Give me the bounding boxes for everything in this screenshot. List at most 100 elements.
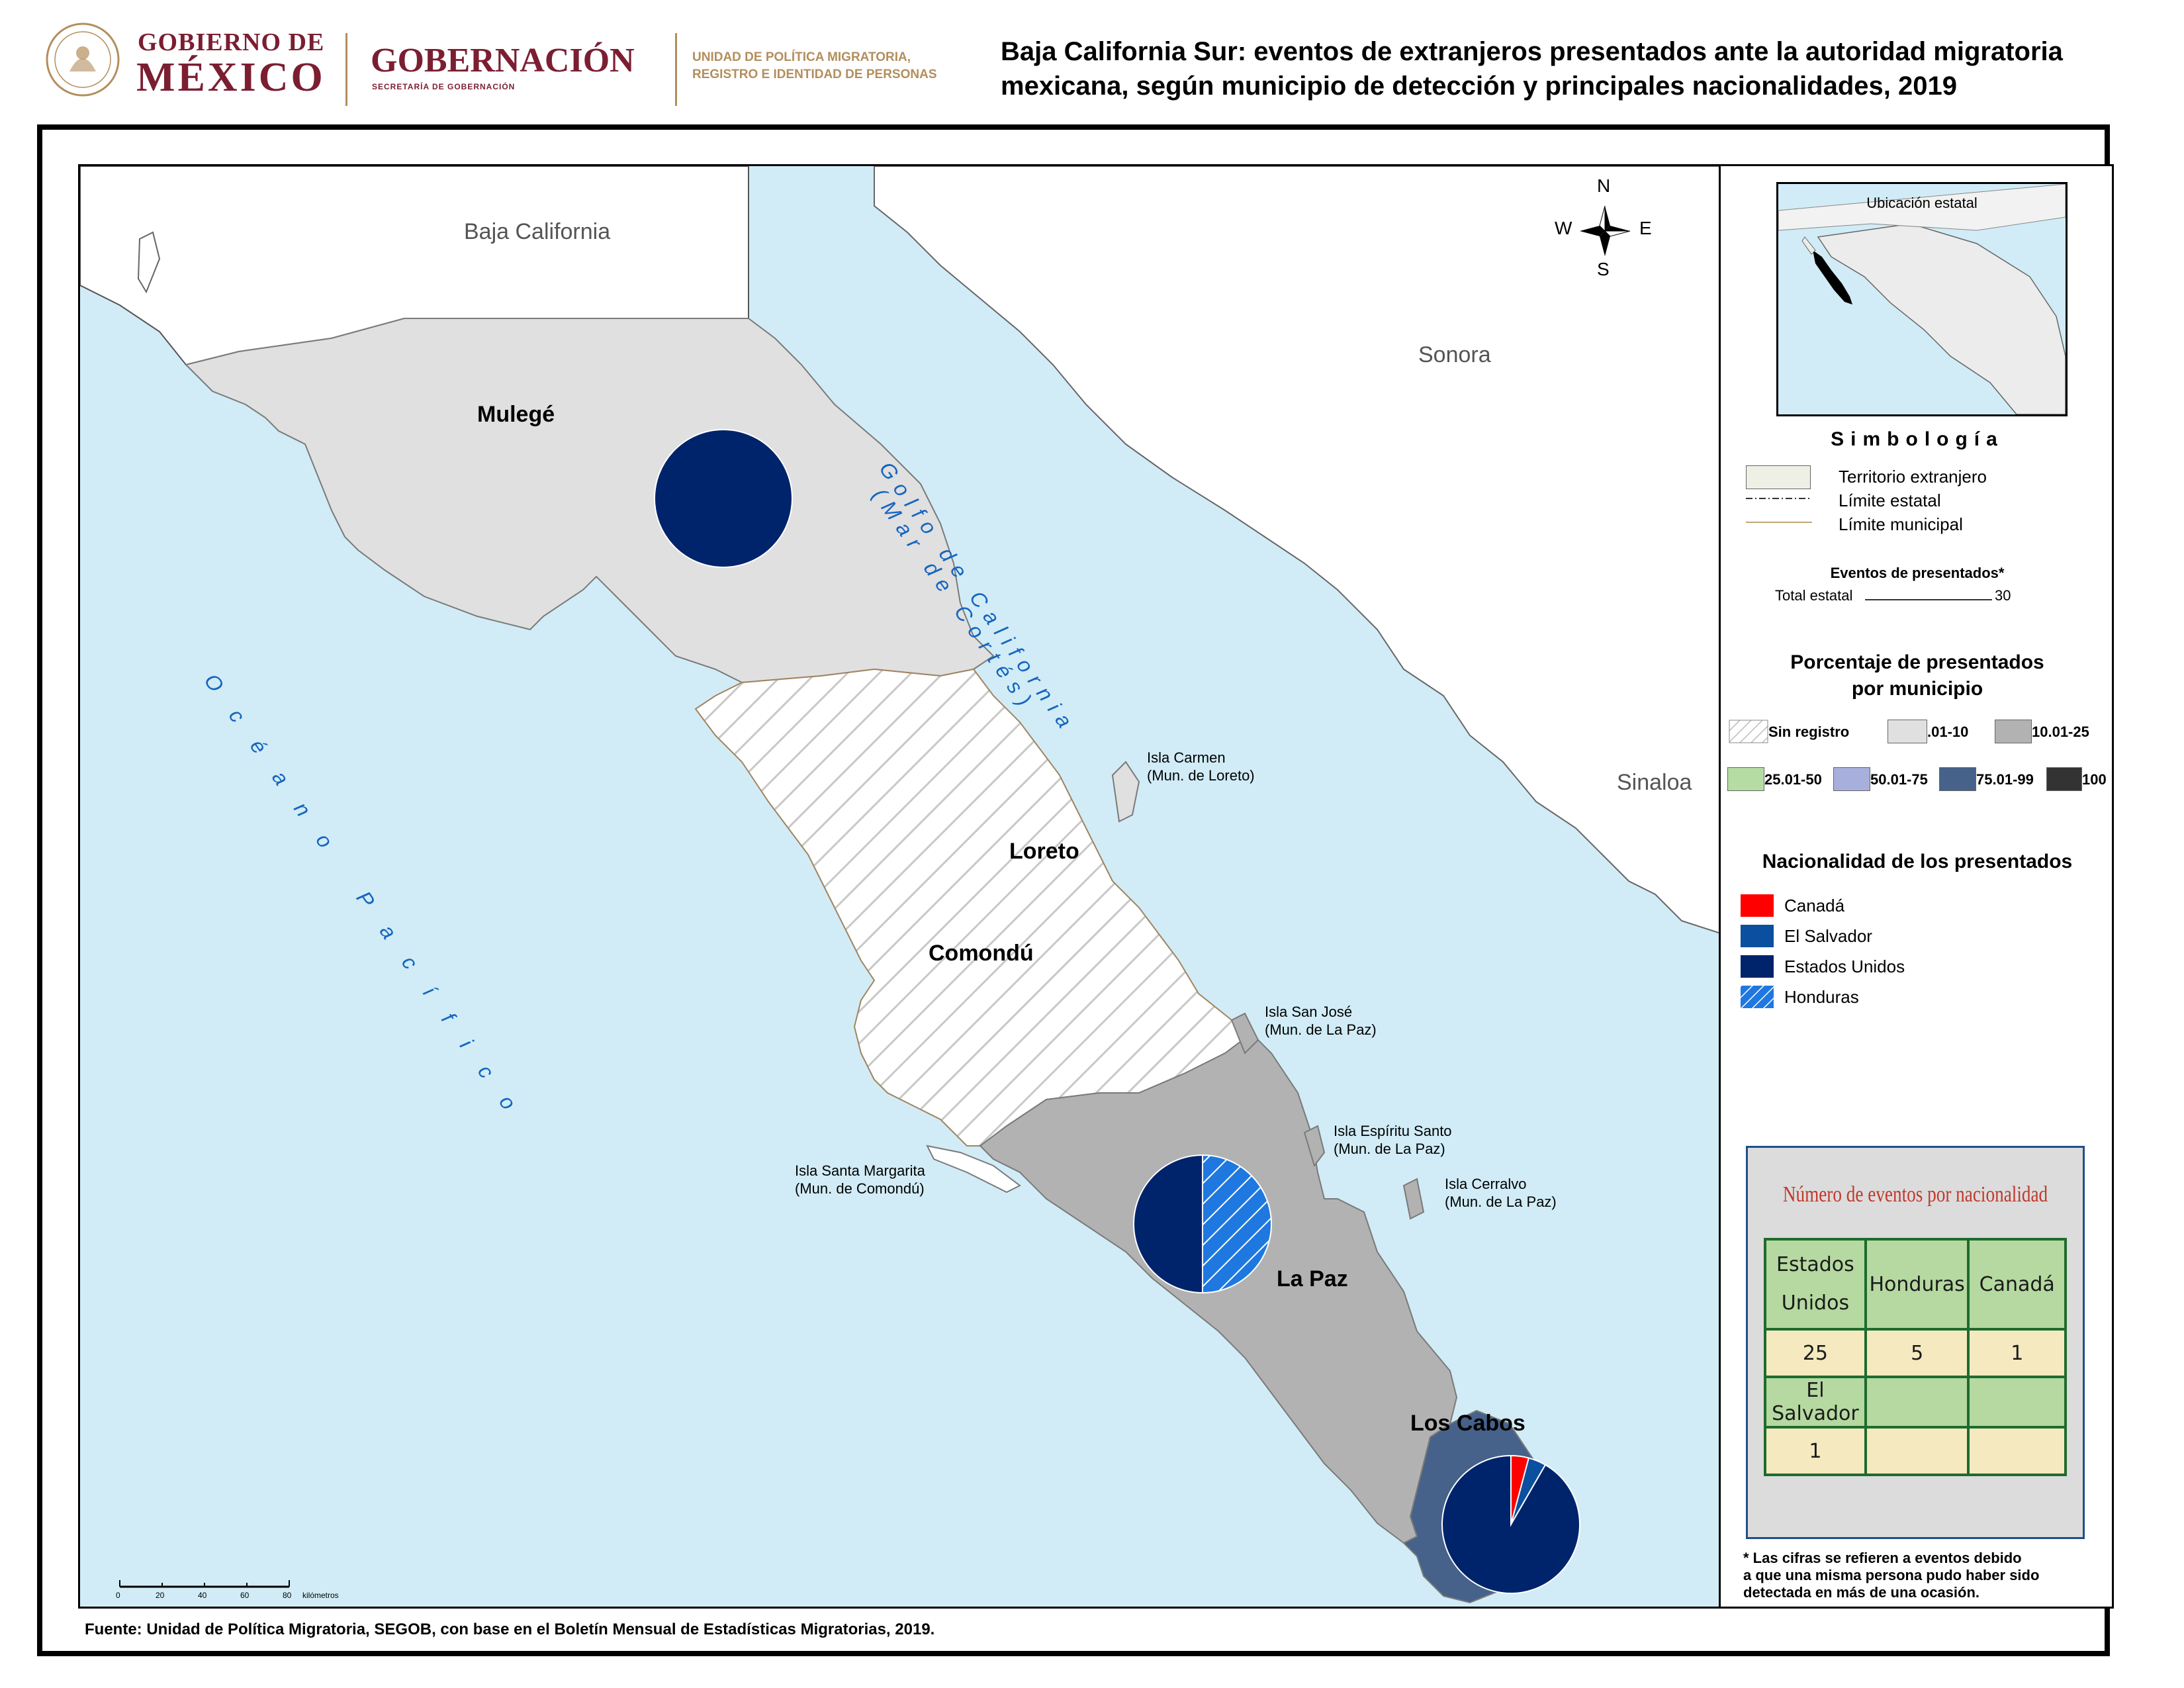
table-empty-cell	[1864, 1376, 1970, 1429]
mun-label-la-paz: La Paz	[1277, 1266, 1348, 1291]
title-line2: mexicana, según municipio de detección y…	[1001, 71, 1957, 101]
pie-chart-los-cabos	[1441, 1454, 1580, 1594]
bcs-highlight	[1813, 250, 1852, 305]
title-line1: Baja California Sur: eventos de extranje…	[1001, 37, 2063, 66]
swatch-honduras	[1741, 986, 1774, 1008]
table-empty-cell	[1967, 1426, 2067, 1476]
state-label-baja-california: Baja California	[464, 219, 611, 244]
total-value: 30	[1995, 587, 2011, 604]
inset-title: Ubicación estatal	[1866, 195, 1978, 211]
scale-tick-40: 40	[198, 1591, 207, 1600]
source-note: Fuente: Unidad de Política Migratoria, S…	[85, 1620, 935, 1638]
gob-line1: GOBIERNO DE	[138, 28, 325, 56]
class-label-75-99: 75.01-99	[1976, 771, 2034, 788]
class-label-01-10: .01-10	[1927, 724, 1969, 740]
island-label-cerralvo: Isla Cerralvo (Mun. de La Paz)	[1445, 1175, 1557, 1211]
total-line	[1865, 599, 1992, 600]
porcentaje-line2: por municipio	[1851, 678, 1983, 700]
isla-santa-margarita-shape	[926, 1145, 1021, 1194]
gob-line2: MÉXICO	[136, 55, 326, 100]
swatch-100	[2046, 767, 2082, 791]
coat-of-arms-icon	[46, 23, 120, 97]
nat-label-canada: Canadá	[1784, 896, 1845, 915]
territorio-label: Territorio extranjero	[1839, 467, 1987, 487]
swatch-10-25	[1995, 720, 2032, 743]
compass-w: W	[1555, 218, 1572, 238]
mainland-territory	[874, 166, 1719, 934]
map-area[interactable]: N S E W 0 20 40 60 80 kilómetros Baja Ca…	[78, 164, 1721, 1609]
island-name: Isla Santa Margarita	[795, 1162, 925, 1179]
island-name: Isla San José	[1265, 1004, 1353, 1020]
compass-s: S	[1597, 259, 1610, 279]
class-label-25-50: 25.01-50	[1764, 771, 1822, 788]
table-header-estados-unidos: Estados Unidos	[1764, 1238, 1867, 1331]
class-label-10-25: 10.01-25	[2032, 724, 2089, 740]
secretaria-text: SECRETARÍA DE GOBERNACIÓN	[372, 82, 516, 91]
table-cell-canada: 1	[1967, 1328, 2067, 1378]
limite-estatal-label: Límite estatal	[1839, 491, 1941, 510]
scale-tick-20: 20	[156, 1591, 165, 1600]
table-cell-el-salvador: 1	[1764, 1426, 1867, 1476]
island-north	[137, 231, 161, 294]
map-svg	[80, 166, 1719, 1604]
compass-n: N	[1597, 175, 1611, 196]
footnote: * Las cifras se refieren a eventos debid…	[1743, 1550, 2039, 1601]
mun-label-comondu: Comondú	[929, 941, 1034, 966]
island-municipio: (Mun. de Loreto)	[1147, 767, 1255, 784]
table-header-el-salvador: El Salvador	[1764, 1376, 1867, 1429]
loreto-comondu-region	[694, 668, 1253, 1147]
unidad-line1: UNIDAD DE POLÍTICA MIGRATORIA,	[692, 50, 911, 64]
table-cell-honduras: 5	[1864, 1328, 1970, 1378]
eventos-title: Eventos de presentados*	[1830, 565, 2005, 581]
legend-panel: Ubicación estatal Simbología Territorio …	[1721, 164, 2114, 1609]
footnote-line3: detectada en más de una ocasión.	[1743, 1584, 1980, 1601]
page-title: Baja California Sur: eventos de extranje…	[1001, 34, 2152, 103]
unidad-line2: REGISTRO E IDENTIDAD DE PERSONAS	[692, 68, 937, 81]
island-municipio: (Mun. de La Paz)	[1445, 1194, 1557, 1210]
swatch-25-50	[1727, 767, 1764, 791]
island-label-carmen: Isla Carmen (Mun. de Loreto)	[1147, 749, 1255, 784]
divider	[345, 33, 347, 106]
nationality-table: Estados Unidos Honduras Canadá 25 5 1 El…	[1764, 1238, 2067, 1476]
nacionalidad-title: Nacionalidad de los presentados	[1762, 851, 2073, 872]
limite-municipal-line-icon	[1746, 522, 1812, 523]
table-header-canada: Canadá	[1967, 1238, 2067, 1331]
gobernacion-logo: GOBERNACIÓN	[371, 42, 635, 79]
simbologia-title: Simbología	[1831, 428, 2004, 450]
pie-slice-honduras	[1202, 1154, 1272, 1294]
mun-label-mulege: Mulegé	[477, 402, 555, 427]
pie-chart-la-paz	[1133, 1154, 1272, 1294]
island-label-espiritu-santo: Isla Espíritu Santo (Mun. de La Paz)	[1334, 1122, 1452, 1158]
swatch-estados-unidos	[1741, 955, 1774, 978]
isla-cerralvo-shape	[1402, 1178, 1425, 1220]
inset-map: Ubicación estatal	[1776, 182, 2068, 416]
limite-municipal-label: Límite municipal	[1839, 514, 1963, 534]
island-municipio: (Mun. de La Paz)	[1265, 1021, 1377, 1038]
swatch-sin-registro	[1729, 720, 1768, 743]
inset-map-svg	[1778, 184, 2066, 414]
pie-slice-estados-unidos	[1133, 1154, 1203, 1294]
table-cell-estados-unidos: 25	[1764, 1328, 1867, 1378]
header-logos: GOBIERNO DE MÉXICO GOBERNACIÓN SECRETARÍ…	[40, 13, 979, 106]
pie-slice-estados-unidos	[654, 429, 793, 568]
class-label-sin-registro: Sin registro	[1768, 724, 1850, 740]
nationality-table-box: Número de eventos por nacionalidad Estad…	[1746, 1146, 2085, 1539]
swatch-50-75	[1833, 767, 1870, 791]
table-header-honduras: Honduras	[1864, 1238, 1970, 1331]
island-label-san-jose: Isla San José (Mun. de La Paz)	[1265, 1003, 1377, 1039]
swatch-75-99	[1939, 767, 1976, 791]
island-name: Isla Cerralvo	[1445, 1176, 1527, 1192]
compass-e: E	[1639, 218, 1652, 238]
total-label: Total estatal	[1775, 587, 1853, 604]
scale-unit: kilómetros	[302, 1591, 339, 1600]
nat-label-el-salvador: El Salvador	[1784, 926, 1872, 946]
mulege-region	[185, 318, 995, 684]
pie-slice-estados-unidos	[1441, 1454, 1580, 1594]
scale-bar	[119, 1580, 290, 1588]
swatch-canada	[1741, 894, 1774, 917]
scale-tick-0: 0	[116, 1591, 120, 1600]
state-label-sonora: Sonora	[1418, 342, 1491, 367]
table-title: Número de eventos por nacionalidad	[1782, 1182, 2048, 1207]
class-label-100: 100	[2082, 771, 2107, 788]
porcentaje-line1: Porcentaje de presentados	[1790, 651, 2044, 673]
